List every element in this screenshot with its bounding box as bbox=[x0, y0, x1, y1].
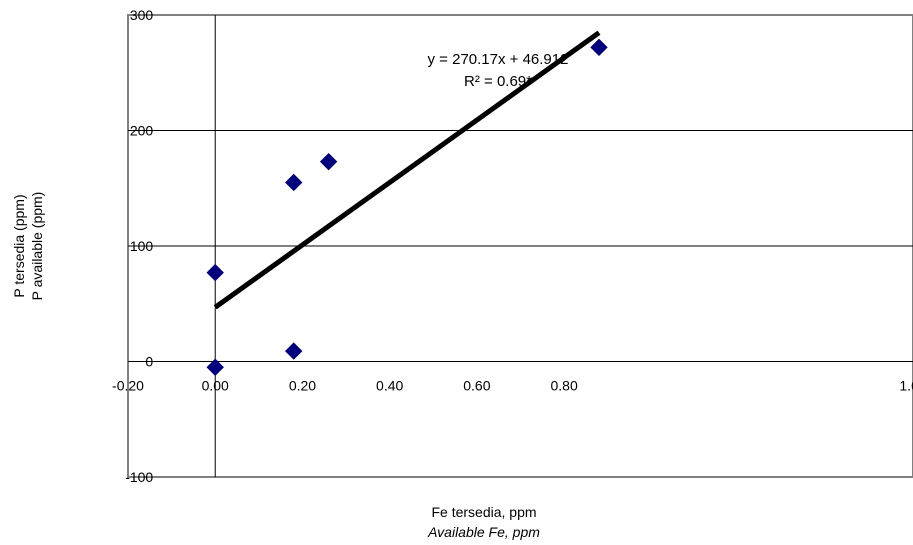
x-tick-labels: -0.20 0.00 0.20 0.40 0.60 0.80 1.60 bbox=[112, 378, 913, 394]
y-axis-title-english: P available (ppm) bbox=[29, 192, 45, 301]
y-tick-label: 0 bbox=[145, 354, 153, 370]
trendline-r-squared: R² = 0.69* bbox=[464, 73, 532, 90]
x-tick-label: 1.60 bbox=[899, 378, 913, 394]
data-point bbox=[285, 173, 303, 192]
trendline bbox=[213, 30, 601, 310]
x-tick-label: 0.60 bbox=[463, 378, 490, 394]
axes bbox=[128, 15, 913, 477]
data-points bbox=[206, 38, 608, 376]
data-point bbox=[319, 152, 338, 171]
data-point bbox=[590, 38, 608, 57]
x-tick-label: -0.20 bbox=[112, 378, 144, 394]
x-tick-label: 0.20 bbox=[289, 378, 316, 394]
x-tick-label: 0.80 bbox=[550, 378, 577, 394]
x-axis-title-english: Available Fe, ppm bbox=[427, 524, 540, 540]
y-tick-label: 300 bbox=[130, 7, 154, 23]
trendline-group bbox=[213, 30, 601, 310]
y-tick-labels: -100 0 100 200 300 bbox=[125, 7, 153, 485]
y-tick-label: -100 bbox=[125, 469, 153, 485]
trendline-equation: y = 270.17x + 46.912 bbox=[428, 51, 569, 68]
x-tick-label: 0.00 bbox=[202, 378, 229, 394]
y-axis-title: P tersedia (ppm) bbox=[11, 194, 27, 297]
gridlines bbox=[128, 130, 913, 247]
x-tick-label: 0.40 bbox=[376, 378, 403, 394]
y-tick-label: 200 bbox=[130, 123, 154, 139]
x-axis-title: Fe tersedia, ppm bbox=[431, 504, 536, 520]
y-tick-label: 100 bbox=[130, 238, 154, 254]
data-point bbox=[206, 263, 224, 282]
data-point bbox=[206, 358, 224, 376]
data-point bbox=[285, 342, 303, 360]
